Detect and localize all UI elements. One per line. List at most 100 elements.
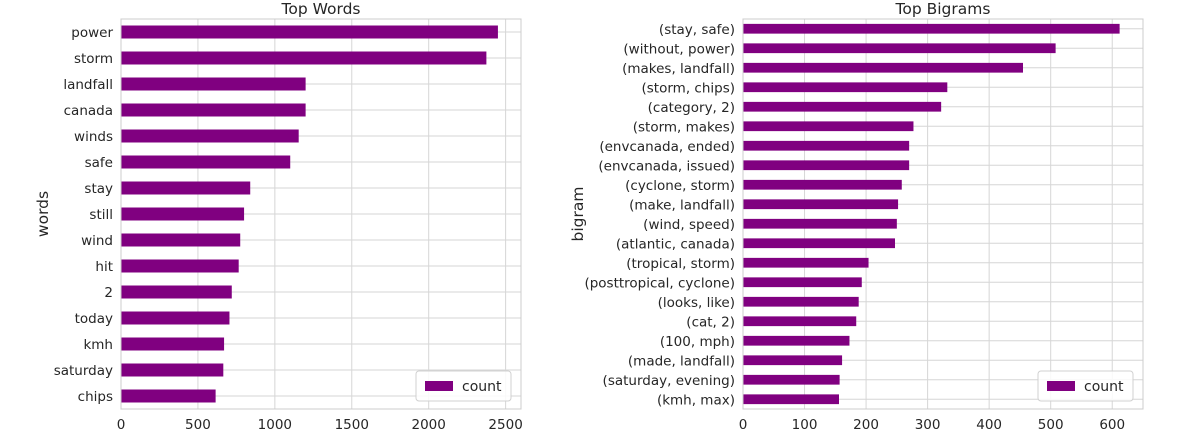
chart-1-ytick-label-10: (wind, speed) — [643, 217, 735, 233]
chart-0-ytick-label-0: power — [71, 25, 113, 41]
chart-0-ytick-label-13: saturday — [54, 363, 113, 379]
chart-0-xtick-label-3: 1500 — [335, 417, 369, 433]
chart-1-xtick-label-6: 600 — [1099, 417, 1125, 433]
chart-1-bar-0 — [743, 23, 1120, 34]
chart-1-bar-9 — [743, 199, 899, 210]
chart-0-bar-14 — [121, 389, 216, 403]
chart-1-ytick-label-3: (storm, chips) — [642, 80, 736, 96]
chart-1-legend-swatch — [1047, 381, 1075, 391]
chart-1-bar-6 — [743, 140, 910, 151]
chart-0-bar-11 — [121, 311, 230, 325]
chart-1-bar-16 — [743, 335, 850, 346]
chart-1-legend-box — [1037, 370, 1134, 402]
chart-1-ytick-label-12: (tropical, storm) — [626, 256, 735, 272]
chart-1-bar-3 — [743, 82, 948, 93]
chart-1-ytick-label-11: (atlantic, canada) — [616, 236, 735, 252]
chart-1-bar-13 — [743, 277, 862, 288]
chart-0-bar-9 — [121, 259, 239, 273]
chart-1-legend: count — [1037, 370, 1134, 402]
chart-1-ytick-label-16: (100, mph) — [660, 334, 735, 350]
chart-1-bar-12 — [743, 257, 869, 268]
chart-0-bar-4 — [121, 129, 299, 143]
chart-1-bar-2 — [743, 62, 1023, 73]
chart-1-title: Top Bigrams — [895, 0, 991, 18]
chart-1-ytick-label-17: (made, landfall) — [628, 353, 735, 369]
chart-0-ytick-label-7: still — [89, 207, 113, 223]
chart-0-frame — [120, 18, 522, 410]
chart-1-bar-17 — [743, 355, 843, 366]
chart-0-bar-13 — [121, 363, 224, 377]
chart-0-ytick-label-4: winds — [74, 129, 113, 145]
chart-0-ytick-label-2: landfall — [63, 77, 113, 93]
chart-0-bar-3 — [121, 103, 306, 117]
chart-1-ytick-label-14: (looks, like) — [658, 295, 735, 311]
chart-1-plot-area — [743, 19, 1143, 409]
top-words-chart: 0 500 1000 1500 2000 2500 power storm landfall ca… — [34, 0, 523, 433]
chart-0-xtick-label-0: 0 — [117, 417, 126, 433]
chart-1-legend-label: count — [1084, 379, 1124, 395]
chart-1-xtick-label-2: 200 — [853, 417, 879, 433]
chart-1-bar-7 — [743, 160, 910, 171]
chart-0-ytick-label-14: chips — [78, 389, 113, 405]
chart-0-xtick-label-1: 500 — [185, 417, 211, 433]
chart-1-bar-18 — [743, 374, 840, 385]
chart-0-ytick-label-3: canada — [64, 103, 113, 119]
chart-0-ytick-label-6: stay — [84, 181, 113, 197]
chart-0-bar-0 — [121, 25, 498, 39]
chart-0-legend-swatch — [425, 381, 453, 391]
chart-0-ylabel: words — [34, 191, 52, 237]
chart-1-bar-19 — [743, 394, 839, 405]
chart-1-bar-5 — [743, 121, 914, 132]
chart-1-bar-8 — [743, 179, 902, 190]
chart-0-legend-box — [415, 370, 512, 402]
chart-1-ytick-label-13: (posttropical, cyclone) — [584, 275, 735, 291]
chart-0-bar-10 — [121, 285, 232, 299]
chart-1-xtick-label-3: 300 — [915, 417, 941, 433]
chart-1-bar-4 — [743, 101, 942, 112]
chart-1-frame — [742, 18, 1144, 410]
chart-0-legend-label: count — [462, 379, 502, 395]
chart-0-bar-5 — [121, 155, 291, 169]
chart-1-ylabel: bigram — [569, 187, 587, 242]
chart-1-ytick-label-6: (envcanada, ended) — [599, 139, 735, 155]
chart-0-ytick-label-12: kmh — [83, 337, 113, 353]
chart-0-bar-1 — [121, 51, 487, 65]
chart-1-bar-11 — [743, 238, 895, 249]
chart-1-ytick-label-4: (category, 2) — [648, 100, 735, 116]
chart-0-bar-6 — [121, 181, 251, 195]
chart-1-ytick-label-2: (makes, landfall) — [622, 61, 735, 77]
chart-1-xtick-label-1: 100 — [792, 417, 818, 433]
chart-1-ytick-label-8: (cyclone, storm) — [625, 178, 735, 194]
chart-0-bar-2 — [121, 77, 306, 91]
chart-0-ytick-label-1: storm — [74, 51, 113, 67]
chart-0-ytick-label-10: 2 — [104, 285, 113, 301]
chart-1-ytick-label-7: (envcanada, issued) — [598, 158, 735, 174]
chart-0-bar-8 — [121, 233, 241, 247]
chart-0-ytick-label-11: today — [75, 311, 113, 327]
chart-1-ytick-label-19: (kmh, max) — [657, 392, 735, 408]
chart-1-ytick-label-1: (without, power) — [623, 41, 735, 57]
chart-1-xtick-label-0: 0 — [739, 417, 748, 433]
chart-0-xtick-label-2: 1000 — [258, 417, 292, 433]
chart-1-bar-14 — [743, 296, 859, 307]
chart-0-xtick-label-5: 2500 — [488, 417, 522, 433]
chart-0-bar-7 — [121, 207, 245, 221]
chart-1-ytick-label-18: (saturday, evening) — [603, 373, 735, 389]
chart-0-bar-12 — [121, 337, 225, 351]
chart-1-ytick-label-0: (stay, safe) — [659, 22, 735, 38]
chart-1-ytick-label-9: (make, landfall) — [629, 197, 735, 213]
chart-1-ytick-label-5: (storm, makes) — [633, 119, 735, 135]
chart-1-bar-10 — [743, 218, 897, 229]
chart-0-title: Top Words — [281, 0, 361, 18]
chart-1-xtick-label-4: 400 — [976, 417, 1002, 433]
chart-1-ytick-label-15: (cat, 2) — [686, 314, 735, 330]
chart-0-ytick-label-8: wind — [81, 233, 113, 249]
top-bigrams-chart: 0 100 200 300 400 500 600 (stay, safe) (without,… — [569, 0, 1144, 433]
chart-1-bar-1 — [743, 43, 1056, 54]
chart-1-xtick-label-5: 500 — [1038, 417, 1064, 433]
chart-0-legend: count — [415, 370, 512, 402]
chart-0-ytick-label-5: safe — [85, 155, 113, 171]
chart-0-ytick-label-9: hit — [95, 259, 113, 275]
